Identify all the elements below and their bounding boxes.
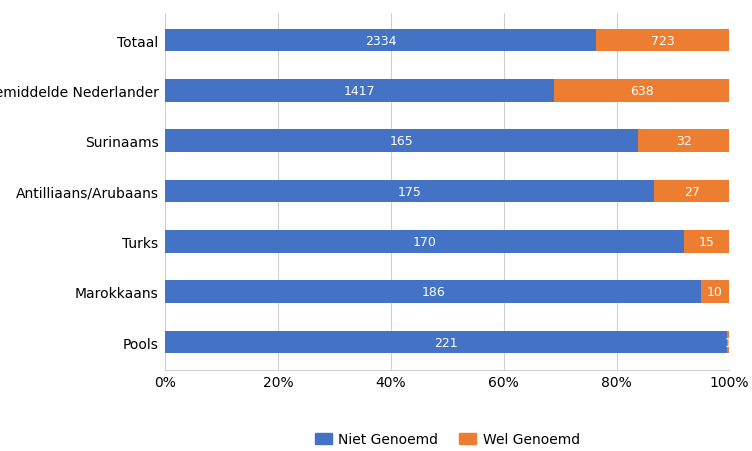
Text: 638: 638 [630,85,653,98]
Text: 1: 1 [724,336,732,349]
Text: 723: 723 [651,35,675,47]
Bar [165,230,684,253]
Bar [684,230,729,253]
Bar [638,130,729,153]
Text: 27: 27 [684,185,699,198]
Text: 221: 221 [435,336,458,349]
Bar [165,130,638,153]
Text: 175: 175 [398,185,422,198]
Text: 15: 15 [699,235,714,249]
Bar [727,331,729,354]
Text: 32: 32 [676,135,692,148]
Text: 165: 165 [390,135,414,148]
Text: 170: 170 [413,235,436,249]
Bar [165,281,701,304]
Bar [554,80,729,102]
Text: 10: 10 [707,285,723,299]
Text: 186: 186 [421,285,445,299]
Bar [165,331,727,354]
Legend: Niet Genoemd, Wel Genoemd: Niet Genoemd, Wel Genoemd [309,427,586,451]
Bar [701,281,729,304]
Text: 2334: 2334 [365,35,396,47]
Bar [165,80,554,102]
Bar [165,180,654,203]
Bar [654,180,729,203]
Bar [596,30,729,52]
Bar [165,30,596,52]
Text: 1417: 1417 [344,85,376,98]
